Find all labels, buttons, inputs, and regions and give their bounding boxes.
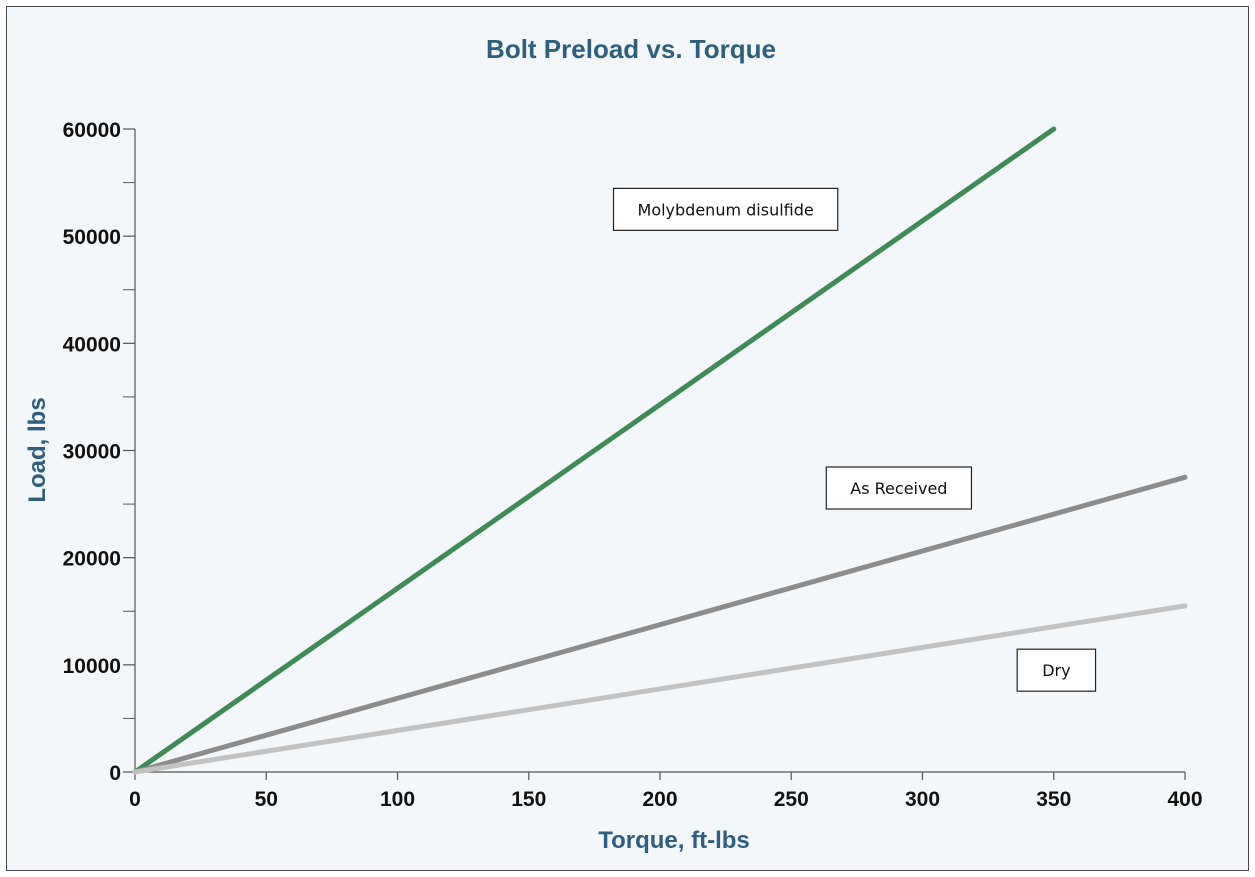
series-line-as-received: [132, 474, 1188, 775]
x-axis-label: Torque, ft-lbs: [598, 827, 750, 854]
series-lines: [132, 126, 1188, 775]
annotation-label: Molybdenum disulfide: [638, 200, 814, 219]
axes: 0 50 100 150 200 250 300 350 400 0 10000 20000 30000…: [63, 119, 1203, 811]
annotation-box: Molybdenum disulfide: [612, 187, 839, 231]
x-tick-label: 250: [774, 788, 809, 811]
y-tick-label: 30000: [63, 441, 121, 464]
annotation-label: Dry: [1042, 661, 1070, 680]
annotation-box: Dry: [1016, 648, 1097, 692]
y-tick-label: 0: [109, 762, 121, 785]
annotation-label: As Received: [850, 479, 947, 498]
y-tick-label: 10000: [63, 655, 121, 678]
x-tick-label: 150: [511, 788, 546, 811]
y-tick-label: 50000: [63, 226, 121, 249]
y-tick-label: 20000: [63, 548, 121, 571]
x-tick-label: 50: [255, 788, 278, 811]
x-tick-label: 350: [1036, 788, 1071, 811]
series-line-molybdenum-disulfide: [132, 126, 1057, 775]
chart-frame: Bolt Preload vs. Torque Torque, ft-lbs L…: [6, 6, 1249, 871]
x-tick-label: 0: [129, 788, 141, 811]
annotation-box: As Received: [825, 466, 973, 510]
chart-svg: Bolt Preload vs. Torque Torque, ft-lbs L…: [24, 34, 1203, 854]
y-axis-label: Load, lbs: [24, 397, 51, 502]
y-tick-label: 60000: [63, 119, 121, 142]
annotation-rect: [612, 187, 839, 231]
x-tick-label: 200: [642, 788, 677, 811]
annotation-rect: [1016, 648, 1097, 692]
y-tick-label: 40000: [63, 333, 121, 356]
annotations: Molybdenum disulfide As Received Dry: [612, 187, 1097, 692]
x-tick-label: 100: [380, 788, 415, 811]
series-line-dry: [132, 603, 1188, 775]
annotation-rect: [825, 466, 973, 510]
x-tick-label: 400: [1167, 788, 1202, 811]
x-tick-label: 300: [905, 788, 940, 811]
chart-title: Bolt Preload vs. Torque: [486, 34, 776, 64]
